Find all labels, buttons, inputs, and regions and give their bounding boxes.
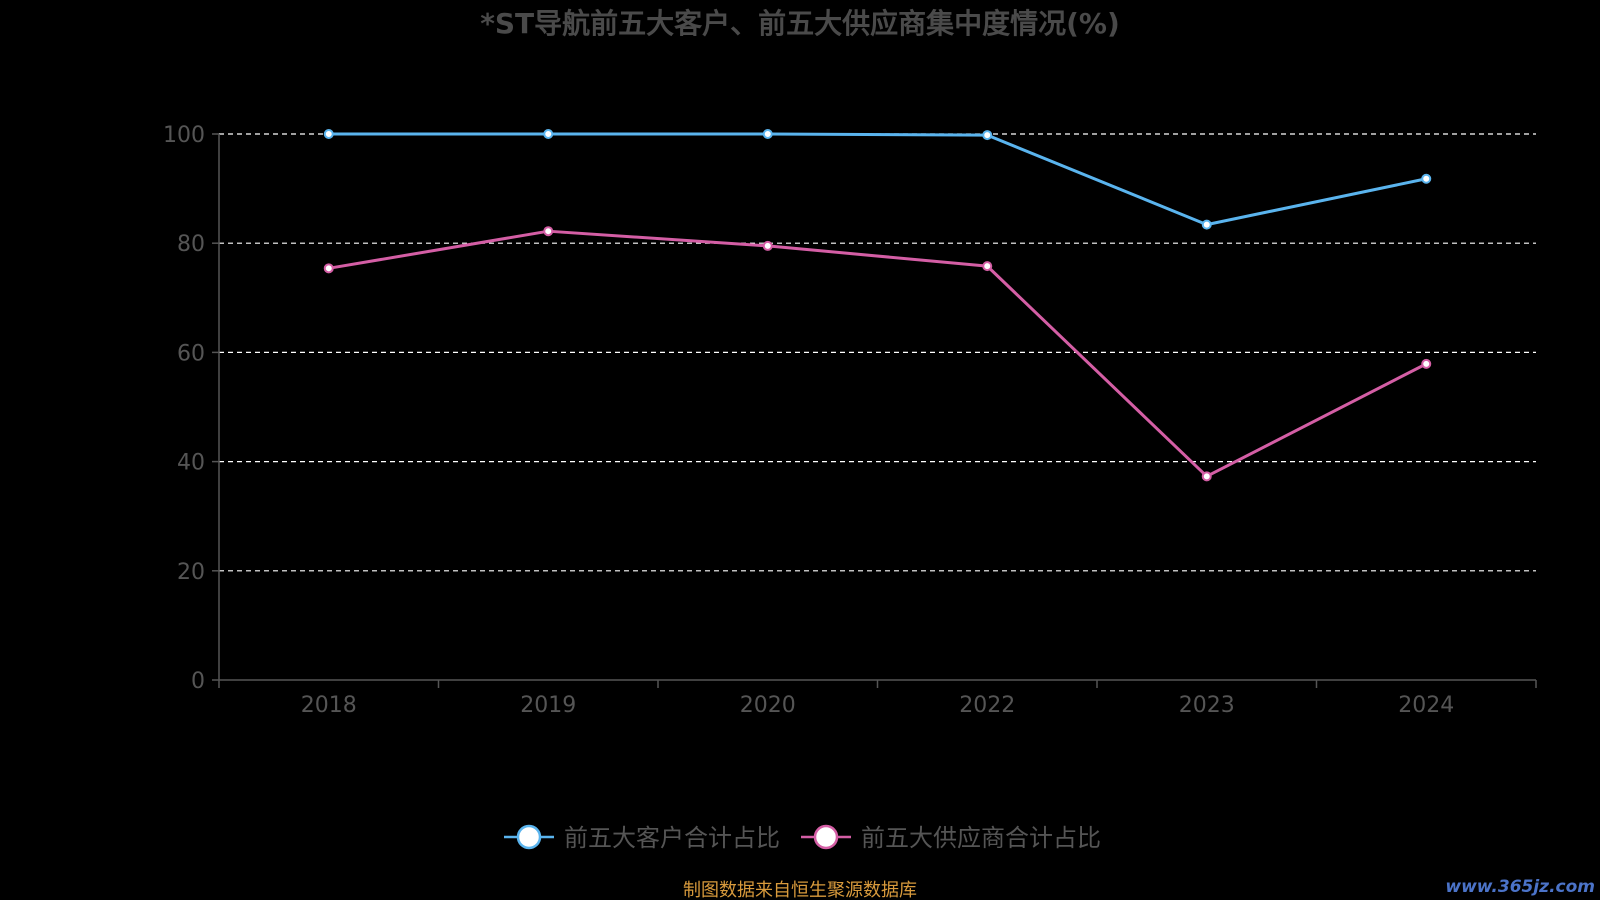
x-tick-label: 2020 (740, 693, 796, 718)
data-point[interactable] (982, 261, 993, 272)
x-tick-label: 2019 (520, 693, 576, 718)
data-point[interactable] (982, 130, 993, 141)
series-line (328, 229, 1427, 478)
x-tick-label: 2024 (1398, 693, 1454, 718)
data-point[interactable] (1201, 219, 1212, 230)
y-tick-label: 100 (163, 123, 205, 148)
series-lines (323, 129, 1432, 482)
y-tick-label: 40 (177, 451, 205, 476)
legend-label: 前五大客户合计占比 (564, 824, 780, 852)
chart-title: *ST导航前五大客户、前五大供应商集中度情况(%) (480, 7, 1120, 40)
data-point[interactable] (762, 240, 773, 251)
data-point[interactable] (543, 129, 554, 139)
grid-lines (219, 133, 1536, 572)
legend-label: 前五大供应商合计占比 (861, 824, 1101, 852)
data-point[interactable] (1421, 173, 1432, 184)
x-tick-label: 2018 (301, 693, 357, 718)
series-line (328, 132, 1427, 227)
axes: 0 20 40 60 80 100 2018 2019 2020 2022 2023 2024 (163, 123, 1537, 718)
legend[interactable]: 前五大客户合计占比 前五大供应商合计占比 (504, 824, 1101, 852)
data-point[interactable] (543, 226, 554, 237)
data-point[interactable] (1421, 358, 1432, 369)
data-point[interactable] (762, 129, 773, 139)
source-note: 制图数据来自恒生聚源数据库 (683, 880, 917, 900)
x-tick-label: 2022 (959, 693, 1015, 718)
legend-item[interactable]: 前五大客户合计占比 (504, 824, 780, 852)
legend-marker (516, 824, 542, 850)
y-tick-label: 0 (191, 669, 205, 694)
y-tick-label: 20 (177, 560, 205, 585)
legend-item[interactable]: 前五大供应商合计占比 (801, 824, 1101, 852)
y-tick-label: 80 (177, 232, 205, 257)
data-point[interactable] (1201, 471, 1212, 482)
x-tick-label: 2023 (1179, 693, 1235, 718)
legend-marker (813, 824, 839, 850)
data-point[interactable] (323, 263, 334, 274)
y-tick-label: 60 (177, 341, 205, 366)
watermark: www.365jz.com (1445, 877, 1595, 897)
data-point[interactable] (323, 129, 334, 139)
series-1 (323, 129, 1432, 230)
series-2 (323, 226, 1432, 482)
